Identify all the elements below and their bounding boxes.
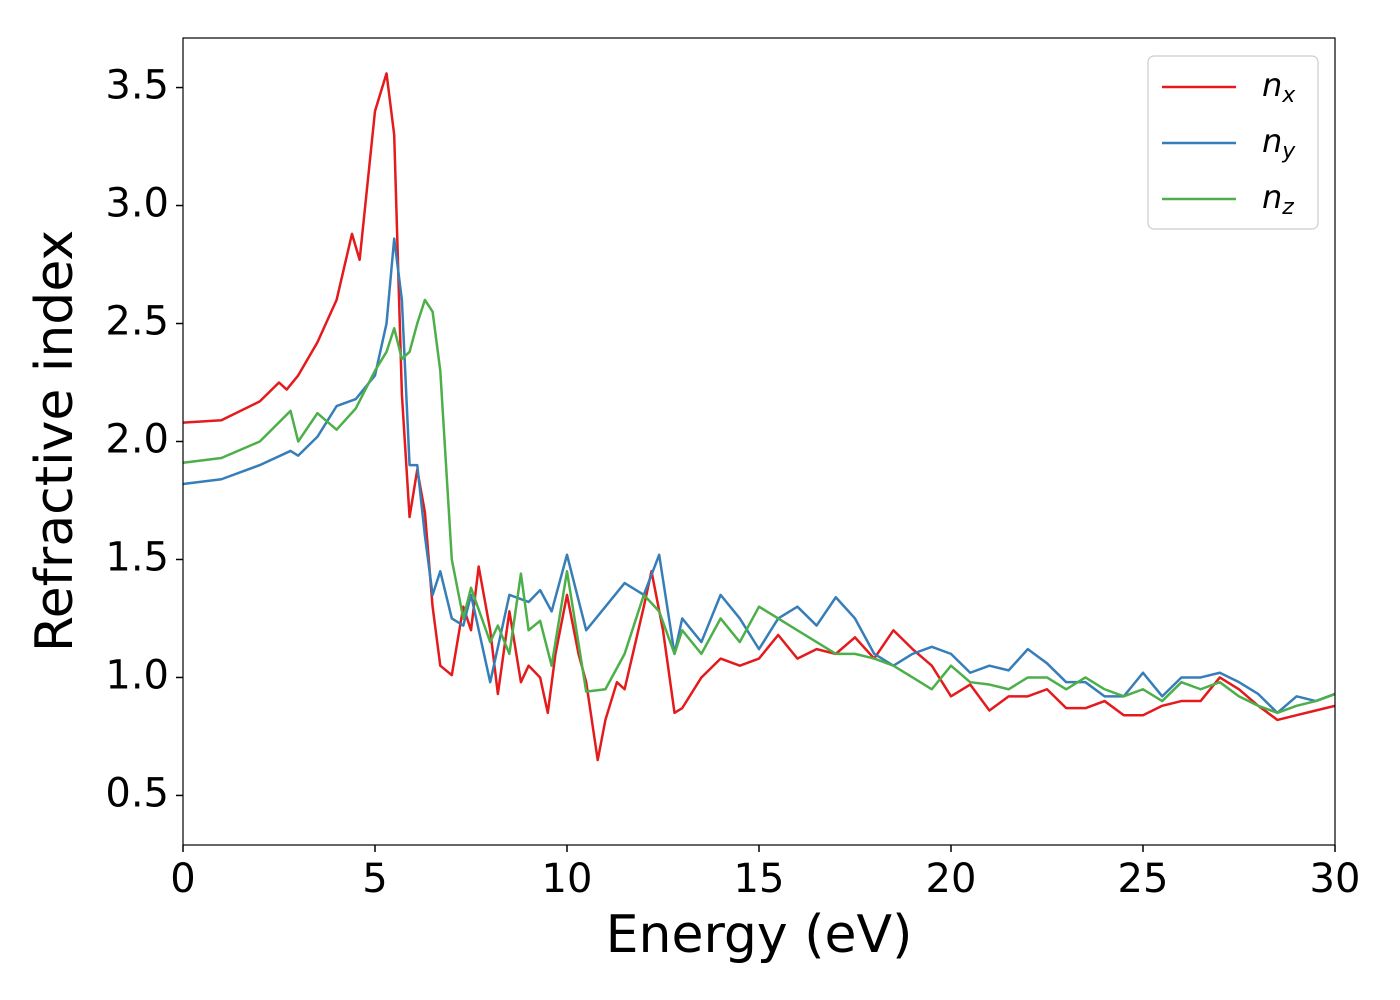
- x-tick-label: 15: [734, 856, 785, 902]
- legend-label: nz: [1262, 178, 1294, 220]
- x-tick-label: 10: [542, 856, 593, 902]
- y-tick-label: 3.0: [105, 181, 169, 227]
- plot-frame: [182, 37, 1336, 846]
- x-axis-label: Energy (eV): [606, 905, 913, 965]
- y-axis-label: Refractive index: [25, 230, 85, 652]
- y-tick-label: 2.5: [105, 299, 169, 345]
- y-tick-label: 2.0: [105, 417, 169, 463]
- y-tick-label: 0.5: [105, 770, 169, 816]
- series-line: [183, 237, 1335, 715]
- x-tick-label: 20: [926, 856, 977, 902]
- x-tick-label: 25: [1118, 856, 1169, 902]
- x-tick-label: 0: [170, 856, 195, 902]
- y-tick-label: 3.5: [105, 63, 169, 109]
- y-tick-label: 1.5: [105, 534, 169, 580]
- y-tick-label: 1.0: [105, 652, 169, 698]
- x-tick-label: 30: [1310, 856, 1361, 902]
- legend-label: nx: [1262, 66, 1296, 108]
- series-line: [183, 72, 1335, 762]
- legend: nx ny nz: [1147, 55, 1319, 230]
- series-line: [183, 298, 1335, 715]
- x-tick-label: 5: [362, 856, 387, 902]
- legend-label: ny: [1262, 122, 1296, 164]
